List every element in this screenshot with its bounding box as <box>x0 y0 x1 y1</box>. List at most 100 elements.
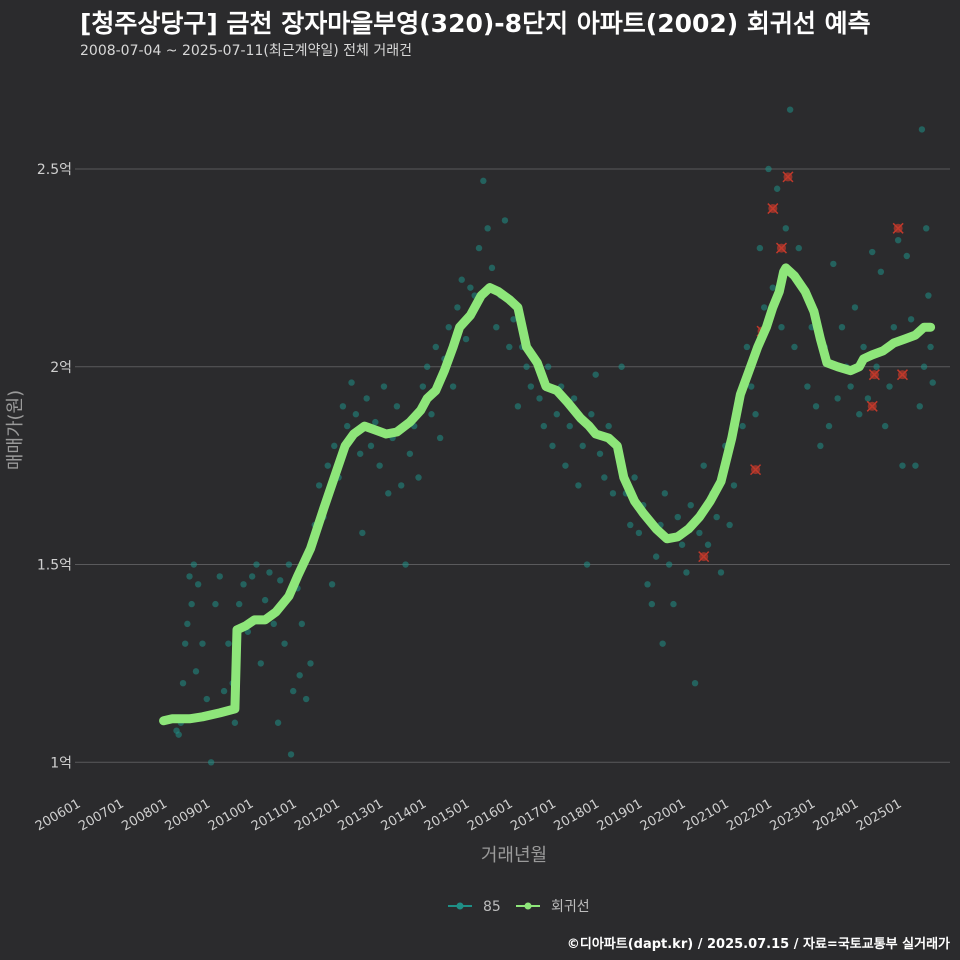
x-tick-label: 202001 <box>638 796 688 834</box>
scatter-point <box>549 442 556 450</box>
scatter-point <box>339 403 347 410</box>
scatter-point <box>648 600 656 608</box>
scatter-point <box>467 284 474 291</box>
scatter-point <box>488 264 496 272</box>
scatter-point <box>605 422 612 430</box>
scatter-point <box>475 244 483 252</box>
scatter-point <box>704 541 712 548</box>
scatter-point <box>760 304 768 311</box>
scatter-point <box>415 474 422 481</box>
scatter-point <box>235 600 243 608</box>
scatter-point <box>717 569 725 576</box>
x-tick-label: 201201 <box>292 796 342 834</box>
scatter-point <box>225 640 232 647</box>
y-tick-label: 2.5억 <box>37 162 72 178</box>
scatter-point <box>834 395 841 402</box>
scatter-point <box>458 276 465 283</box>
scatter-point <box>290 687 297 695</box>
scatter-point <box>363 395 370 402</box>
x-tick-label: 200601 <box>33 796 83 834</box>
x-tick-label: 201001 <box>206 796 256 834</box>
scatter-point <box>923 225 930 232</box>
scatter-point <box>691 680 699 687</box>
scatter-point <box>220 687 228 695</box>
x-tick-label: 200801 <box>119 796 169 834</box>
scatter-point <box>856 411 863 418</box>
chart-title: [청주상당구] 금천 장자마을부영(320)-8단지 아파트(2002) 회귀선… <box>80 9 871 38</box>
scatter-points <box>173 106 936 766</box>
scatter-point <box>423 363 431 370</box>
scatter-point <box>592 371 599 378</box>
scatter-point <box>918 126 926 133</box>
scatter-point <box>782 225 790 232</box>
scatter-point <box>825 422 833 430</box>
scatter-point <box>248 573 256 580</box>
scatter-point <box>773 185 781 192</box>
scatter-point <box>212 600 219 608</box>
scatter-point <box>851 304 859 311</box>
scatter-point <box>765 165 772 173</box>
flagged-point-marker <box>767 203 779 215</box>
scatter-point <box>186 573 193 580</box>
scatter-point <box>659 640 666 647</box>
scatter-point <box>881 422 889 430</box>
scatter-point <box>920 363 928 370</box>
legend-85-swatch-point <box>456 902 464 910</box>
scatter-point <box>912 462 919 469</box>
scatter-point <box>298 620 306 628</box>
scatter-point <box>661 490 669 497</box>
x-tick-label: 201801 <box>552 796 602 834</box>
scatter-point <box>566 422 573 430</box>
scatter-point <box>356 450 364 457</box>
y-tick-label: 1.5억 <box>37 558 72 574</box>
scatter-point <box>493 324 500 331</box>
scatter-point <box>575 482 582 489</box>
scatter-point <box>270 620 277 628</box>
scatter-point <box>484 225 491 232</box>
scatter-point <box>385 490 392 497</box>
scatter-point <box>752 411 759 418</box>
gridlines <box>75 168 950 763</box>
scatter-point <box>315 482 323 489</box>
scatter-point <box>627 521 634 529</box>
legend-85-label: 85 <box>483 899 501 915</box>
x-tick-label: 202301 <box>768 796 818 834</box>
scatter-point <box>393 403 401 410</box>
scatter-point <box>890 324 898 331</box>
scatter-point <box>579 442 586 450</box>
x-tick-label: 201501 <box>422 796 472 834</box>
flagged-point-marker <box>698 551 710 563</box>
scatter-point <box>925 292 932 299</box>
y-tick-label: 2억 <box>50 360 72 376</box>
scatter-point <box>916 403 923 410</box>
scatter-point <box>352 411 360 418</box>
scatter-point <box>449 383 457 390</box>
scatter-point <box>886 383 893 390</box>
flagged-point-marker <box>750 464 762 476</box>
scatter-point <box>274 719 282 726</box>
x-tick-label: 201301 <box>335 796 385 834</box>
legend-regression-swatch-point <box>524 902 532 910</box>
scatter-point <box>903 252 910 260</box>
scatter-point <box>188 600 195 608</box>
scatter-point <box>506 343 513 351</box>
scatter-point <box>253 561 260 568</box>
scatter-point <box>514 403 522 410</box>
scatter-point <box>635 529 643 537</box>
scatter-point <box>324 462 331 469</box>
scatter-point <box>436 434 444 442</box>
scatter-point <box>778 324 785 331</box>
scatter-point <box>570 395 578 402</box>
scatter-point <box>231 719 239 726</box>
scatter-point <box>540 422 548 430</box>
scatter-point <box>367 442 375 450</box>
x-tick-label: 202201 <box>724 796 774 834</box>
scatter-point <box>190 561 198 568</box>
x-axis-ticks: 2006012007012008012009012010012011012012… <box>33 796 904 834</box>
flagged-point-marker <box>892 222 904 234</box>
scatter-point <box>261 596 269 604</box>
scatter-point <box>700 462 707 469</box>
scatter-point <box>907 316 915 323</box>
source-caption: ©디아파트(dapt.kr) / 2025.07.15 / 자료=국토교통부 실… <box>566 937 950 952</box>
